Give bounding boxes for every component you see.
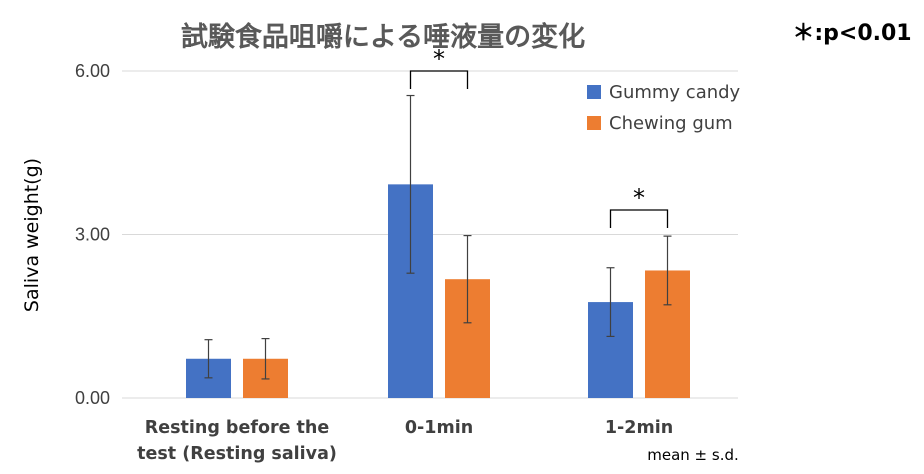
- significance-markers: **: [409, 45, 669, 228]
- category-labels: Resting before the test (Resting saliva) 0…: [137, 418, 673, 464]
- bars: [186, 184, 690, 398]
- legend: Gummy candy Chewing gum: [587, 82, 741, 134]
- y-tick-label: 3.00: [75, 225, 110, 245]
- legend-swatch: [587, 116, 601, 130]
- category-label: Resting before the: [145, 418, 330, 438]
- significance-bracket: [609, 209, 669, 228]
- significance-bracket: [409, 70, 469, 89]
- chart-title: 試験食品咀嚼による唾液量の変化: [181, 21, 585, 53]
- y-tick-label: 0.00: [75, 388, 110, 408]
- significance-note: ＊:p<0.01: [792, 21, 911, 46]
- legend-swatch: [587, 85, 601, 99]
- category-label: 0-1min: [405, 418, 473, 438]
- category-label: test (Resting saliva): [137, 444, 337, 464]
- significance-star: *: [633, 184, 645, 212]
- y-axis-label: Saliva weight(g): [21, 158, 43, 312]
- mean-sd-note: mean ± s.d.: [647, 446, 739, 464]
- legend-label: Gummy candy: [609, 82, 741, 103]
- legend-label: Chewing gum: [609, 113, 733, 134]
- y-tick-labels: 0.00 3.00 6.00: [75, 61, 110, 408]
- category-label: 1-2min: [605, 418, 673, 438]
- y-tick-label: 6.00: [75, 61, 110, 81]
- significance-star: *: [433, 45, 445, 73]
- error-bars: [204, 94, 672, 380]
